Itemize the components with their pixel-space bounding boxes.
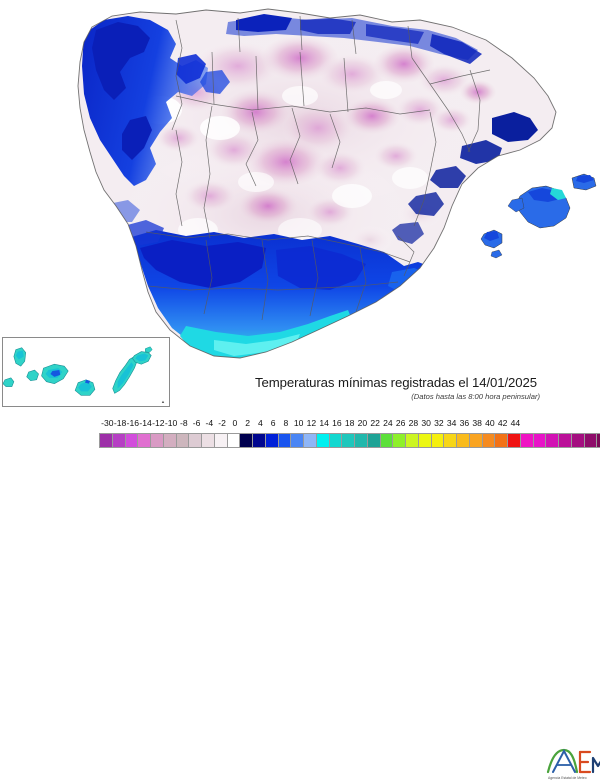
colorbar-tick: 22 — [370, 418, 380, 428]
blue-zone-cantabrian-coast — [226, 14, 482, 64]
colorbar-tick: 28 — [408, 418, 419, 428]
caption-block: Temperaturas mínimas registradas el 14/0… — [246, 375, 546, 401]
colorbar-tick: -2 — [218, 418, 226, 428]
canary-islands-svg — [3, 338, 169, 406]
colorbar-tick: 44 — [510, 418, 521, 428]
canary-islands-inset: ▲ — [2, 337, 170, 407]
colorbar-tick: 38 — [472, 418, 482, 428]
colorbar-cell[interactable] — [418, 434, 432, 447]
colorbar-cell[interactable] — [406, 434, 419, 447]
colorbar-cell[interactable] — [367, 434, 381, 447]
colorbar-tick: -14 — [139, 418, 152, 428]
peninsula-map-svg — [77, 8, 597, 359]
colorbar-tick: 14 — [319, 418, 329, 428]
colorbar-tick: 2 — [245, 418, 251, 428]
colorbar-cell[interactable] — [189, 434, 202, 447]
colorbar-tick: -30 — [101, 418, 114, 428]
colorbar-tick: 34 — [446, 418, 457, 428]
colorbar-cell[interactable] — [533, 434, 547, 447]
colorbar-cell[interactable] — [291, 434, 304, 447]
colorbar-cell[interactable] — [444, 434, 457, 447]
aemet-logo-svg: Agencia Estatal de Meteo — [546, 748, 600, 780]
colorbar-tick: 32 — [434, 418, 444, 428]
colorbar-tick: -18 — [113, 418, 127, 428]
colorbar-tick: 40 — [485, 418, 495, 428]
colorbar-cell[interactable] — [304, 434, 317, 447]
colorbar-tick: -10 — [164, 418, 178, 428]
colorbar-tick: -8 — [180, 418, 188, 428]
blue-zone-andalucia — [128, 230, 436, 358]
colorbar-cell[interactable] — [112, 434, 126, 447]
colorbar-tick: -16 — [126, 418, 140, 428]
temperature-map — [0, 0, 600, 372]
colorbar-cell[interactable] — [342, 434, 355, 447]
colorbar-cell[interactable] — [278, 434, 292, 447]
colorbar-cell[interactable] — [482, 434, 496, 447]
colorbar-tick: -6 — [192, 418, 201, 428]
peninsula-landmass — [77, 8, 557, 359]
colorbar-tick: 24 — [383, 418, 393, 428]
administrative-borders — [77, 8, 557, 359]
colorbar-tick: 26 — [395, 418, 406, 428]
colorbar-cell[interactable] — [163, 434, 177, 447]
colorbar-cell[interactable] — [393, 434, 406, 447]
colorbar-cell[interactable] — [240, 434, 253, 447]
colorbar-tick: 10 — [293, 418, 304, 428]
colorbar-cell[interactable] — [202, 434, 215, 447]
colorbar-tick: 20 — [357, 418, 368, 428]
colorbar-cell[interactable] — [176, 434, 190, 447]
colorbar-cell[interactable] — [316, 434, 330, 447]
colorbar-tick: -12 — [152, 418, 165, 428]
page-title: Temperaturas mínimas registradas el 14/0… — [254, 375, 537, 390]
colorbar-tick: 18 — [344, 418, 355, 428]
inset-scale-marker: ▲ — [161, 399, 165, 404]
colorbar-tick: 12 — [306, 418, 317, 428]
colorbar-tick: 4 — [257, 418, 263, 428]
colorbar-tick: 8 — [283, 418, 289, 428]
colorbar-cell[interactable] — [520, 434, 534, 447]
colorbar-cell[interactable] — [508, 434, 521, 447]
colorbar-cell[interactable] — [125, 434, 139, 447]
colorbar-tick-labels: -30 -18 -16 -14 -12 -10 -8 -6 -4 -2 0 2 4 6 8 10 12 14 16 1… — [0, 418, 600, 432]
colorbar-tick: 42 — [497, 418, 508, 428]
colorbar-cell[interactable] — [469, 434, 483, 447]
colorbar-cell[interactable] — [265, 434, 279, 447]
colorbar-cell[interactable] — [431, 434, 445, 447]
colorbar-cell[interactable] — [253, 434, 266, 447]
colorbar-cell[interactable] — [138, 434, 151, 447]
aemet-tagline: Agencia Estatal de Meteo — [548, 776, 587, 780]
blue-zone-catalonia-coast — [392, 112, 538, 244]
colorbar-tick: 36 — [459, 418, 470, 428]
balearic-islands — [480, 173, 597, 259]
colorbar-tick: 16 — [332, 418, 342, 428]
colorbar-cell[interactable] — [227, 434, 241, 447]
colorbar-tick: -4 — [205, 418, 214, 428]
colorbar-cell[interactable] — [214, 434, 228, 447]
colorbar-cell[interactable] — [100, 434, 113, 447]
colorbar-tick: 30 — [421, 418, 431, 428]
colorbar-cell[interactable] — [457, 434, 470, 447]
colorbar-cell[interactable] — [546, 434, 559, 447]
colorbar-cell[interactable] — [584, 434, 598, 447]
blue-zone-galicia — [82, 16, 230, 186]
colorbar-cell[interactable] — [329, 434, 343, 447]
colorbar-cells[interactable] — [99, 433, 600, 448]
colorbar-cell[interactable] — [380, 434, 394, 447]
caption-subtitle: (Datos hasta las 8:00 hora peninsular) — [411, 392, 540, 401]
aemet-logo[interactable]: Agencia Estatal de Meteo — [546, 746, 600, 782]
colorbar-tick: 6 — [270, 418, 276, 428]
colorbar-cell[interactable] — [151, 434, 164, 447]
colorbar-cell[interactable] — [559, 434, 572, 447]
temperature-colorbar[interactable]: -30 -18 -16 -14 -12 -10 -8 -6 -4 -2 0 2 4 6 8 10 12 14 16 1… — [0, 418, 600, 450]
colorbar-cell[interactable] — [355, 434, 368, 447]
colorbar-cell[interactable] — [597, 434, 600, 447]
colorbar-cell[interactable] — [571, 434, 585, 447]
colorbar-tick: 0 — [232, 418, 238, 428]
colorbar-cell[interactable] — [495, 434, 508, 447]
